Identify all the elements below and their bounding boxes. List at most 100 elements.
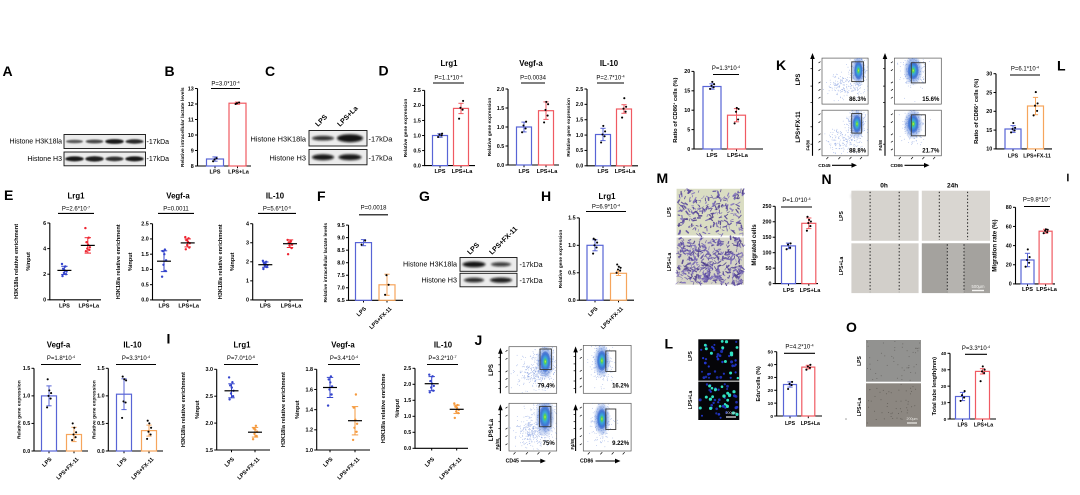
svg-text:0.0: 0.0 [568,298,576,304]
svg-text:4: 4 [246,222,249,228]
svg-text:P=2.6*10-7: P=2.6*10-7 [62,206,90,213]
svg-text:10: 10 [941,400,947,406]
svg-text:%input: %input [128,252,134,271]
svg-text:20: 20 [986,109,992,115]
svg-text:1.5: 1.5 [206,448,214,454]
svg-text:1.0: 1.0 [97,394,105,400]
svg-text:-17kDa: -17kDa [147,156,170,163]
svg-text:0.0: 0.0 [404,446,412,452]
svg-text:1.8: 1.8 [306,367,314,373]
svg-text:LPS+La: LPS+La [615,169,637,175]
svg-text:Migration rate (%): Migration rate (%) [992,219,999,271]
svg-text:H3K18la relative enrichment: H3K18la relative enrichment [281,372,287,447]
svg-text:I: I [167,331,171,347]
svg-text:%input: %input [26,252,32,271]
svg-text:Histone H3K18la: Histone H3K18la [251,135,307,144]
svg-text:79.4%: 79.4% [538,384,556,390]
svg-text:1.0: 1.0 [141,267,149,273]
svg-text:0.0: 0.0 [23,449,31,455]
svg-text:LPS: LPS [857,355,863,365]
svg-text:9.5: 9.5 [337,223,345,229]
svg-text:5: 5 [687,127,690,133]
svg-text:250: 250 [763,204,772,210]
svg-text:P=1.8*10-4: P=1.8*10-4 [47,355,75,362]
svg-text:IL-10: IL-10 [266,192,285,201]
svg-text:H: H [541,188,551,204]
svg-text:Relative gene expression: Relative gene expression [17,380,23,439]
svg-text:IL-10: IL-10 [600,59,619,68]
svg-text:L: L [665,336,674,352]
svg-text:1.0: 1.0 [413,133,421,139]
svg-text:Histone H3K18la: Histone H3K18la [403,260,457,269]
svg-text:1.6: 1.6 [306,387,314,393]
svg-text:%input: %input [295,400,301,419]
svg-text:200µm: 200µm [725,411,736,415]
svg-text:Migrated cells: Migrated cells [751,224,758,266]
svg-text:H3K18la relative enrichment: H3K18la relative enrichment [14,224,20,299]
svg-text:50: 50 [766,266,772,272]
svg-text:Ratio of CD86+ cells (%): Ratio of CD86+ cells (%) [673,78,680,143]
svg-text:2.5: 2.5 [576,87,584,93]
svg-text:2.0: 2.0 [141,237,149,243]
svg-text:100: 100 [763,250,772,256]
svg-text:H3K18la relative enrichme: H3K18la relative enrichme [381,373,387,443]
svg-text:9.22%: 9.22% [612,441,630,447]
svg-text:12: 12 [188,102,194,108]
svg-text:200: 200 [763,220,772,226]
svg-text:50: 50 [768,350,774,356]
svg-text:LPS: LPS [1022,287,1033,293]
svg-text:LPS+La: LPS+La [801,421,820,427]
svg-text:13: 13 [188,86,194,92]
svg-text:LPS: LPS [688,350,694,360]
svg-text:10: 10 [188,133,194,139]
svg-text:500µm: 500µm [972,284,985,289]
svg-text:LPS: LPS [260,304,271,310]
svg-text:Lrg1: Lrg1 [441,59,459,68]
svg-text:30: 30 [986,72,992,78]
svg-text:LPS: LPS [598,169,609,175]
svg-text:0.0: 0.0 [141,298,149,304]
svg-text:10: 10 [684,108,690,114]
svg-text:2.0: 2.0 [497,87,505,93]
svg-text:1.0: 1.0 [306,448,314,454]
svg-text:H3K18la relative enrichment: H3K18la relative enrichment [116,224,122,299]
svg-text:LPS+La: LPS+La [489,418,495,441]
svg-text:LPS: LPS [785,421,796,427]
svg-text:IL-10: IL-10 [123,341,142,350]
svg-text:20: 20 [941,384,947,390]
svg-text:P=3.3*10-4: P=3.3*10-4 [122,355,150,362]
svg-text:Relative gene expression: Relative gene expression [566,98,572,157]
svg-text:P=0.0011: P=0.0011 [163,207,189,213]
svg-text:LPS+FX-11: LPS+FX-11 [1023,154,1051,160]
svg-text:LPS+La: LPS+La [727,153,749,159]
svg-text:Vegf-a: Vegf-a [331,341,355,350]
svg-text:LPS: LPS [1008,154,1019,160]
svg-text:4: 4 [43,246,46,252]
svg-text:2: 2 [43,272,46,278]
svg-text:0.5: 0.5 [404,430,412,436]
svg-text:1.0: 1.0 [568,243,576,249]
svg-text:Relative gene expression: Relative gene expression [558,230,564,289]
svg-text:LPS: LPS [667,206,673,216]
svg-text:F4/80: F4/80 [878,139,883,150]
svg-text:8.0: 8.0 [337,261,345,267]
svg-text:Histone H3: Histone H3 [421,276,457,285]
svg-text:8: 8 [191,164,194,170]
svg-text:20: 20 [768,388,774,394]
svg-text:1.5: 1.5 [413,118,421,124]
svg-text:9: 9 [191,148,194,154]
svg-text:LPS+La: LPS+La [857,398,863,417]
svg-text:2.0: 2.0 [576,102,584,108]
svg-text:-17kDa: -17kDa [147,139,170,146]
svg-text:1.5: 1.5 [568,216,576,222]
svg-text:24h: 24h [947,183,958,190]
svg-text:G: G [419,188,430,204]
svg-text:1: 1 [246,279,249,285]
svg-text:1.5: 1.5 [97,366,105,372]
svg-text:0.0: 0.0 [97,449,105,455]
svg-text:1.0: 1.0 [404,414,412,420]
svg-text:P=5.6*10-6: P=5.6*10-6 [263,206,291,213]
svg-text:Lrg1: Lrg1 [68,192,86,201]
svg-text:CD86: CD86 [891,163,904,169]
svg-text:20: 20 [1006,263,1012,269]
